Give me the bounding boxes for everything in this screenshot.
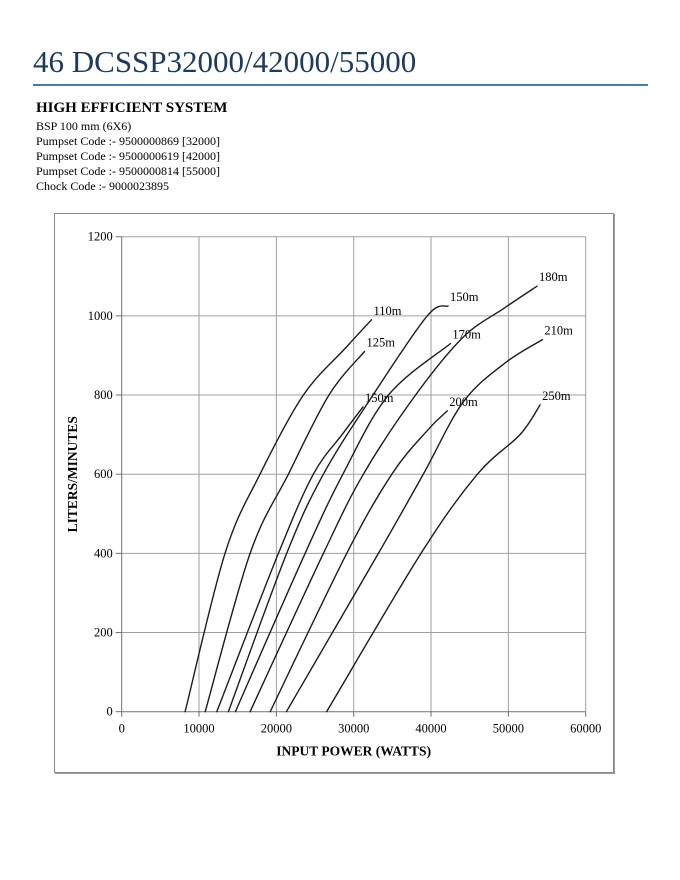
curve-125m [204,350,366,713]
curve-250m [325,404,541,713]
x-tick-label: 50000 [493,722,524,736]
spec-line: BSP 100 mm (6X6) [36,119,132,133]
curve-label-125m: 125m [367,335,396,349]
curve-label-180m: 180m [539,270,568,284]
y-axis-title: LITERS/MINUTES [65,416,80,532]
spec-line: Pumpset Code :- 9500000619 [42000] [36,149,220,163]
curve-label-150m: 150m [450,290,479,304]
spec-line: Pumpset Code :- 9500000814 [55000] [36,164,220,178]
curve-label-150m: 150m [365,391,394,405]
y-tick-label: 600 [94,467,113,481]
y-tick-label: 400 [94,546,113,560]
y-tick-label: 800 [94,388,113,402]
spec-line: Chock Code :- 9000023895 [36,179,169,193]
y-tick-label: 1200 [88,230,113,244]
x-tick-label: 30000 [338,722,369,736]
spec-line: Pumpset Code :- 9500000869 [32000] [36,134,220,148]
curve-170m [234,342,452,713]
x-tick-label: 60000 [570,722,601,736]
curve-label-110m: 110m [373,304,401,318]
curve-150m [216,406,364,713]
x-tick-label: 20000 [261,722,292,736]
chart-frame: 0 10000 20000 30000 40000 50000 60000 0 200 400 60… [54,213,614,773]
y-tick-label: 200 [94,626,113,640]
y-tick-label: 1000 [88,309,113,323]
x-tick-label: 0 [119,722,125,736]
pump-info-block: HIGH EFFICIENT SYSTEM BSP 100 mm (6X6) Pu… [36,100,227,194]
x-axis-title: INPUT POWER (WATTS) [276,744,431,759]
y-tick-label: 0 [106,705,112,719]
spec-lines: BSP 100 mm (6X6) Pumpset Code :- 95000008… [36,119,227,194]
curve-150m [227,305,449,713]
curve-200m [269,410,448,713]
x-tick-label: 10000 [183,722,214,736]
page-title: 46 DCSSP32000/42000/55000 [33,45,648,86]
curve-label-250m: 250m [542,389,571,403]
curve-180m [249,285,538,713]
curve-210m [285,338,544,713]
section-heading: HIGH EFFICIENT SYSTEM [36,100,228,116]
curve-110m [184,319,373,713]
pump-performance-chart: 0 10000 20000 30000 40000 50000 60000 0 200 400 60… [65,230,601,759]
curve-label-210m: 210m [544,324,573,338]
x-tick-label: 40000 [415,722,446,736]
